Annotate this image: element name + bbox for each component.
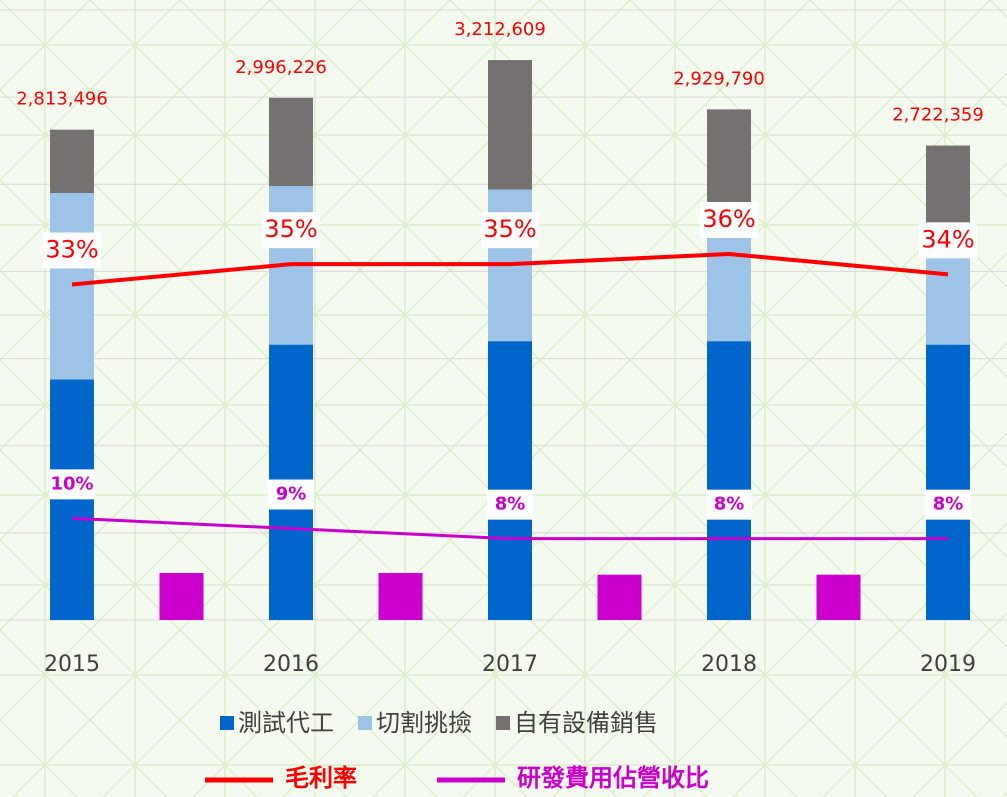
- bar-segment: [488, 341, 532, 620]
- bar-segment: [50, 193, 94, 380]
- data-label-box: [43, 232, 101, 269]
- data-label-box: [925, 489, 971, 520]
- data-label-box: [262, 212, 320, 249]
- data-label-box: [481, 212, 539, 249]
- total-label: 2,996,226: [235, 57, 327, 78]
- x-tick-label: 2017: [482, 652, 538, 677]
- legend-swatch: [220, 716, 234, 730]
- data-label: 8%: [933, 494, 964, 515]
- x-tick-label: 2015: [44, 652, 100, 677]
- line: [71, 251, 949, 287]
- bar-segment: [926, 252, 970, 345]
- bar-segment: [926, 344, 970, 620]
- data-label-box: [700, 202, 758, 238]
- bar-segment: [488, 60, 532, 190]
- bar: [816, 574, 861, 620]
- legend-label: 自有設備銷售: [514, 709, 658, 737]
- data-label-box: [706, 489, 752, 520]
- legend-swatch: [358, 716, 372, 730]
- legend-label: 研發費用佔營收比: [517, 764, 709, 792]
- data-label-box: [487, 489, 533, 520]
- bar-segment: [50, 129, 94, 193]
- total-label: 2,722,359: [892, 105, 984, 126]
- data-label: 9%: [276, 484, 307, 505]
- bar: [159, 572, 204, 620]
- legend-swatch: [496, 716, 510, 730]
- bar: [378, 572, 423, 620]
- bar-segment: [707, 341, 751, 620]
- x-tick-label: 2016: [263, 652, 319, 677]
- total-label: 2,813,496: [16, 89, 108, 110]
- line: [71, 516, 948, 541]
- data-label-box: [919, 222, 977, 259]
- data-label: 33%: [45, 236, 98, 264]
- data-label: 34%: [921, 225, 974, 253]
- data-label-box: [49, 469, 95, 500]
- bar: [597, 574, 642, 620]
- legend-label: 毛利率: [285, 764, 357, 792]
- bar-segment: [269, 97, 313, 187]
- data-label: 8%: [495, 494, 526, 515]
- data-label: 8%: [714, 494, 745, 515]
- data-label: 10%: [50, 473, 93, 494]
- data-label: 35%: [483, 215, 536, 243]
- data-label-box: [268, 479, 314, 510]
- x-tick-label: 2019: [920, 652, 976, 677]
- total-label: 3,212,609: [454, 19, 546, 40]
- total-label: 2,929,790: [673, 68, 765, 89]
- legend-label: 切割挑撿: [376, 709, 472, 737]
- bar-segment: [50, 379, 94, 620]
- data-label: 35%: [264, 215, 317, 243]
- bar-segment: [707, 109, 751, 211]
- x-tick-label: 2018: [701, 652, 757, 677]
- data-label: 36%: [702, 205, 755, 233]
- legend-label: 測試代工: [238, 709, 334, 737]
